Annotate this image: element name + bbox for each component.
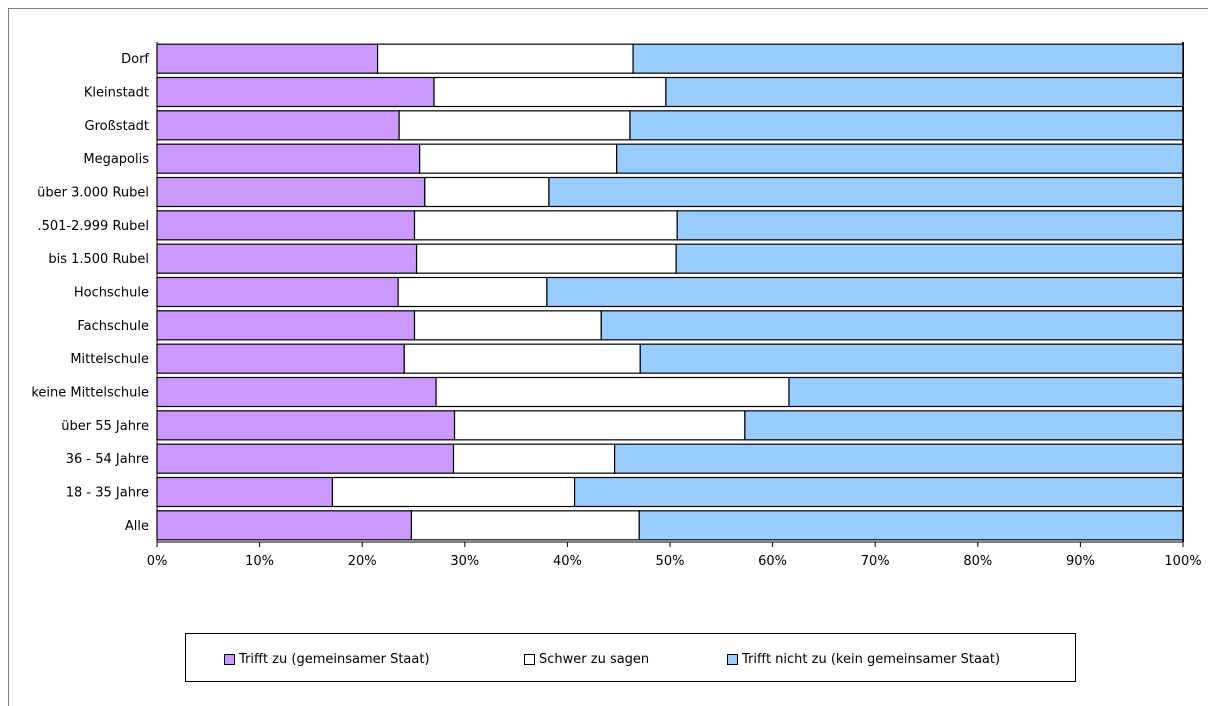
bar-segment	[156, 343, 405, 374]
x-tick-label: 70%	[861, 554, 890, 569]
x-tick-label: 10%	[245, 554, 274, 569]
bar-segment	[548, 176, 1184, 208]
x-tick-label: 100%	[1164, 554, 1201, 569]
bar-segment	[156, 410, 456, 441]
legend-item-trifft-zu: Trifft zu (gemeinsamer Staat)	[224, 651, 430, 667]
legend: Trifft zu (gemeinsamer Staat) Schwer zu …	[185, 633, 1076, 682]
bar-segment	[156, 76, 435, 108]
bar-segment	[413, 210, 678, 241]
bar-segment	[156, 176, 426, 208]
bar-segment	[410, 510, 640, 541]
bar-segment	[403, 343, 641, 374]
legend-item-trifft-nicht-zu: Trifft nicht zu (kein gemeinsamer Staat)	[727, 651, 1000, 667]
x-tick-label: 20%	[348, 554, 377, 569]
category-label: Alle	[125, 519, 149, 534]
bar-segment	[744, 410, 1184, 441]
category-label: 36 - 54 Jahre	[66, 452, 149, 467]
category-label: Großstadt	[85, 119, 149, 134]
bar-segment	[676, 210, 1184, 241]
bar-segment	[452, 443, 616, 474]
x-tick-label: 0%	[147, 554, 168, 569]
bar-segment	[435, 376, 790, 408]
category-label: 18 - 35 Jahre	[66, 486, 149, 501]
category-label: bis 1.500 Rubel	[48, 252, 149, 267]
legend-swatch-schwer-zu-sagen	[524, 653, 535, 665]
bar-segment	[600, 310, 1184, 341]
bar-segment	[156, 443, 455, 474]
bar-segment	[156, 110, 400, 141]
legend-swatch-trifft-nicht-zu	[727, 653, 738, 665]
bar-segment	[453, 410, 746, 441]
bar-segment	[397, 276, 548, 308]
category-label: keine Mittelschule	[31, 386, 149, 401]
category-label: Kleinstadt	[84, 86, 149, 101]
bar-segment	[613, 443, 1184, 474]
bar-segment	[415, 243, 677, 274]
bar-segment	[632, 43, 1184, 74]
bar-segment	[156, 210, 416, 241]
bar-segment	[413, 310, 602, 341]
bar-segment	[156, 43, 379, 74]
bar-segment	[424, 176, 550, 208]
bar-segment	[376, 43, 634, 74]
category-label: Dorf	[121, 52, 149, 67]
legend-label-trifft-zu: Trifft zu (gemeinsamer Staat)	[239, 651, 430, 667]
category-label: über 55 Jahre	[61, 419, 149, 434]
bar-segment	[419, 143, 618, 174]
x-tick-label: 40%	[553, 554, 582, 569]
bar-segment	[639, 343, 1184, 374]
bar-segment	[156, 143, 421, 174]
bar-segment	[665, 76, 1184, 108]
x-tick-label: 50%	[656, 554, 685, 569]
bar-segment	[156, 376, 437, 408]
bar-segment	[638, 510, 1184, 541]
legend-swatch-trifft-zu	[224, 653, 235, 665]
legend-label-schwer-zu-sagen: Schwer zu sagen	[539, 651, 650, 667]
bar-segment	[433, 76, 667, 108]
bar-segment	[156, 510, 413, 541]
category-label: Megapolis	[83, 152, 149, 167]
bar-segment	[788, 376, 1184, 408]
category-label: Fachschule	[77, 319, 149, 334]
bar-segment	[156, 476, 334, 508]
x-tick-label: 60%	[758, 554, 787, 569]
bar-segment	[156, 276, 399, 308]
bar-segment	[156, 310, 416, 341]
x-tick-label: 30%	[450, 554, 479, 569]
category-label: Hochschule	[74, 286, 149, 301]
bar-segment	[675, 243, 1184, 274]
bar-segment	[546, 276, 1184, 308]
category-label: über 3.000 Rubel	[37, 186, 149, 201]
bar-segment	[398, 110, 631, 141]
bar-segment	[616, 143, 1184, 174]
x-tick-label: 90%	[1066, 554, 1095, 569]
bar-segment	[331, 476, 576, 508]
bar-segment	[156, 243, 418, 274]
legend-label-trifft-nicht-zu: Trifft nicht zu (kein gemeinsamer Staat)	[742, 651, 1001, 667]
category-label: Mittelschule	[70, 352, 149, 367]
legend-item-schwer-zu-sagen: Schwer zu sagen	[524, 651, 649, 667]
x-tick-label: 80%	[963, 554, 992, 569]
bar-segment	[629, 110, 1184, 141]
category-label: .501-2.999 Rubel	[37, 219, 149, 234]
bar-segment	[573, 476, 1184, 508]
